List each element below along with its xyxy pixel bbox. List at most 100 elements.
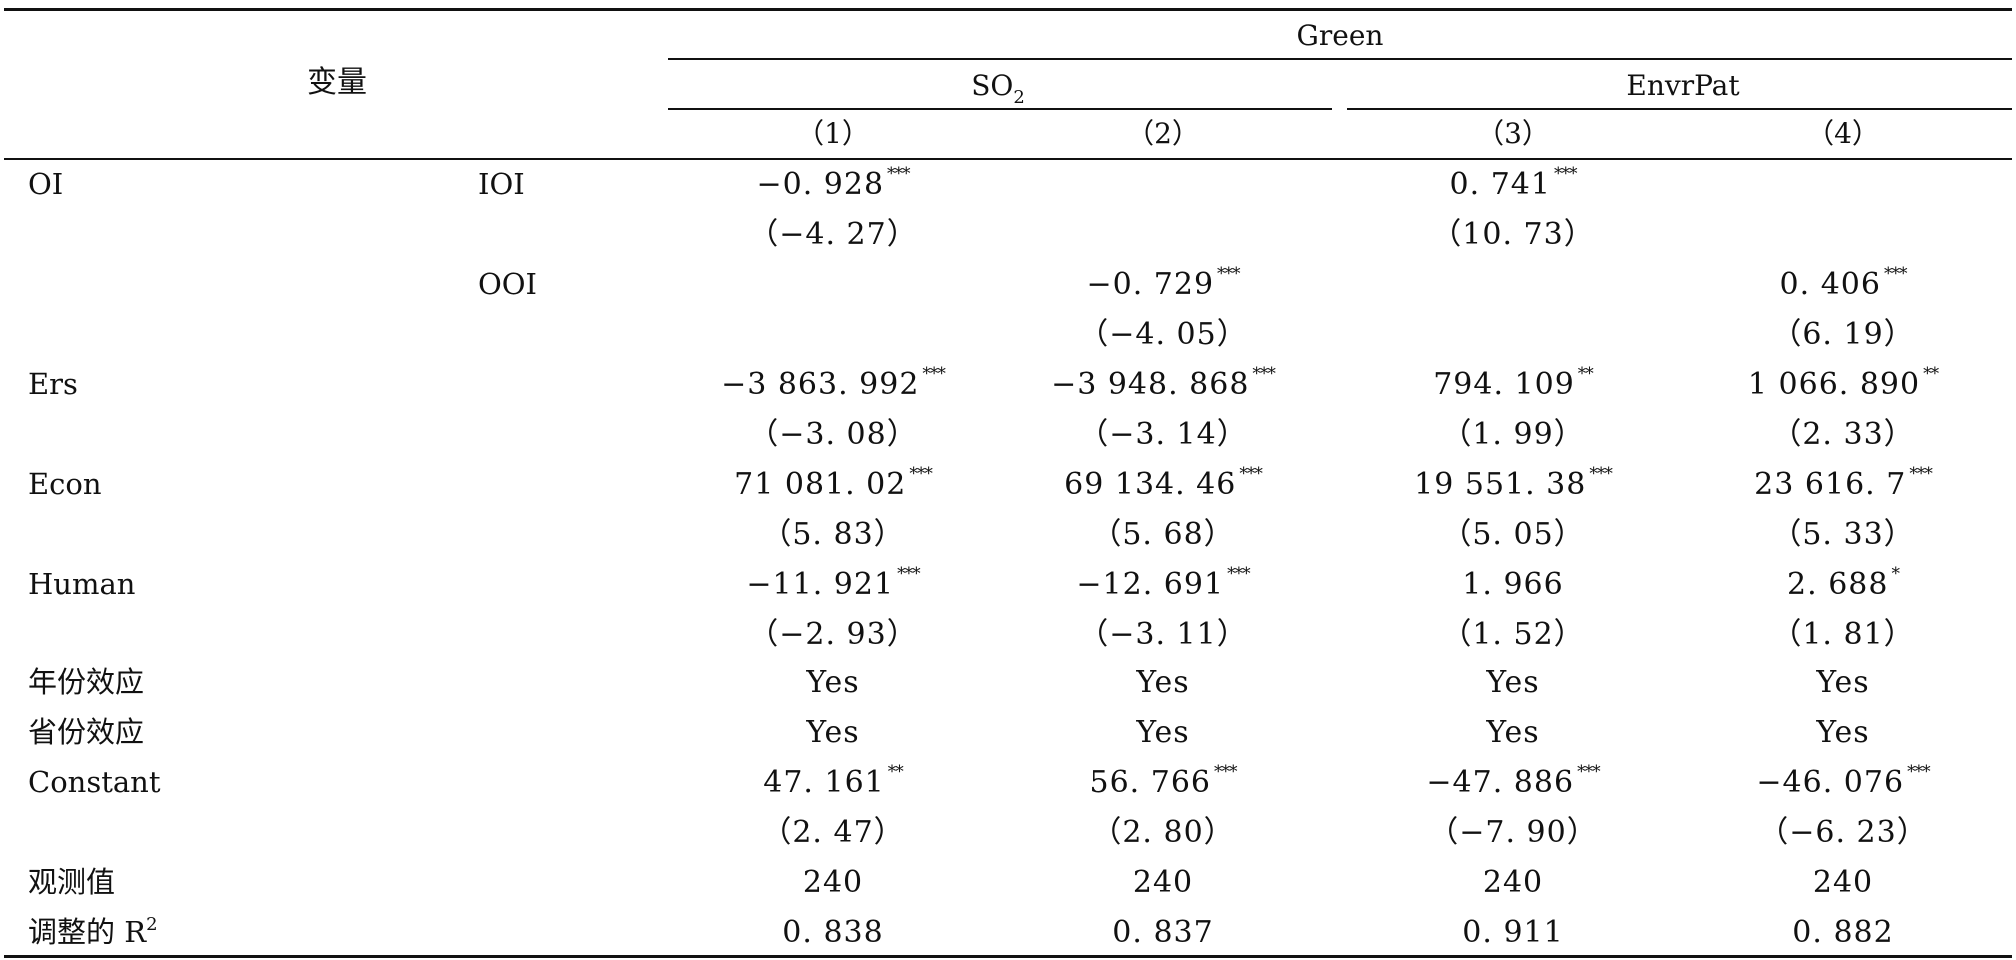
coefficient-value: 0. 911 bbox=[1462, 915, 1564, 950]
t-statistic-cell: （5. 83） bbox=[761, 517, 905, 552]
coefficient-cell: 47. 161 ** bbox=[763, 764, 904, 800]
coefficient-value: 0. 741 bbox=[1449, 167, 1551, 202]
coefficient-cell: 0. 911 bbox=[1462, 918, 1563, 948]
coefficient-cell: −3 948. 868 *** bbox=[1051, 366, 1276, 402]
row-sublabel: OOI bbox=[478, 267, 538, 301]
coefficient-cell: −0. 729 *** bbox=[1086, 266, 1240, 302]
coefficient-cell: 1 066. 890 ** bbox=[1748, 366, 1939, 400]
coefficient-value: 69 134. 46 bbox=[1064, 467, 1237, 502]
coefficient-value: −12. 691 bbox=[1076, 567, 1225, 602]
t-statistic-cell: （1. 81） bbox=[1771, 617, 1915, 652]
significance-stars: *** bbox=[922, 364, 945, 384]
t-statistic-cell: （10. 73） bbox=[1431, 217, 1595, 252]
coefficient-cell: −11. 921 *** bbox=[746, 566, 920, 600]
column-header-4: （4） bbox=[1806, 117, 1880, 150]
coefficient-cell: −47. 886 *** bbox=[1426, 764, 1600, 800]
significance-stars: *** bbox=[1909, 464, 1932, 484]
row-label: 省份效应 bbox=[28, 718, 144, 747]
coefficient-value: 19 551. 38 bbox=[1414, 467, 1587, 502]
coefficient-value: −0. 729 bbox=[1086, 267, 1215, 302]
column-header-3: （3） bbox=[1476, 117, 1550, 150]
column-header-2: （2） bbox=[1126, 117, 1200, 150]
coefficient-cell: 1. 966 bbox=[1462, 570, 1563, 600]
coefficient-value: 240 bbox=[802, 865, 864, 900]
row-label-text: 省份效应 bbox=[28, 715, 145, 749]
coefficient-value: Yes bbox=[806, 715, 860, 750]
top-rule bbox=[4, 8, 2012, 11]
coefficient-value: Yes bbox=[1136, 715, 1190, 750]
t-statistic-cell: （1. 52） bbox=[1441, 617, 1585, 652]
coefficient-cell: 0. 838 bbox=[782, 918, 883, 948]
coefficient-value: 2. 688 bbox=[1787, 567, 1889, 602]
t-statistic-cell: （6. 19） bbox=[1771, 317, 1915, 352]
coefficient-value: −3 948. 868 bbox=[1051, 367, 1250, 402]
t-statistic-cell: （−7. 90） bbox=[1428, 815, 1598, 850]
row-label-text: 调整的 R bbox=[28, 915, 147, 949]
coefficient-value: 23 616. 7 bbox=[1754, 467, 1907, 502]
coefficient-cell: 240 bbox=[1483, 868, 1543, 898]
coefficient-value: 240 bbox=[1132, 865, 1194, 900]
coefficient-cell: 0. 837 bbox=[1112, 918, 1213, 948]
coefficient-cell: Yes bbox=[1136, 668, 1189, 698]
significance-stars: *** bbox=[1883, 264, 1907, 284]
coefficient-value: 794. 109 bbox=[1433, 367, 1575, 402]
row-label: Ers bbox=[28, 370, 78, 399]
coefficient-cell: 0. 882 bbox=[1792, 918, 1893, 948]
t-statistic-cell: （−2. 93） bbox=[748, 617, 918, 652]
envrpat-underline bbox=[1347, 108, 2012, 110]
t-statistic-cell: （−3. 08） bbox=[748, 417, 918, 452]
coefficient-cell: 56. 766 *** bbox=[1089, 764, 1237, 798]
t-statistic-cell: （5. 05） bbox=[1441, 517, 1585, 552]
significance-stars: *** bbox=[1227, 564, 1250, 584]
coefficient-value: Yes bbox=[1486, 665, 1540, 700]
coefficient-value: Yes bbox=[1136, 665, 1190, 700]
t-statistic-cell: （2. 47） bbox=[761, 815, 905, 850]
subgroup-header-so2: SO2 bbox=[971, 69, 1025, 108]
row-label-text: 年份效应 bbox=[28, 665, 145, 699]
column-header-1: （1） bbox=[796, 117, 870, 150]
coefficient-value: −47. 886 bbox=[1426, 765, 1575, 800]
significance-stars: *** bbox=[1907, 762, 1930, 782]
row-label-text: OI bbox=[28, 167, 64, 201]
subgroup-header-envrpat: EnvrPat bbox=[1626, 69, 1740, 102]
row-label: 调整的 R2 bbox=[28, 915, 158, 949]
coefficient-cell: Yes bbox=[806, 718, 859, 748]
coefficient-cell: 240 bbox=[1813, 868, 1873, 898]
coefficient-cell: 2. 688 * bbox=[1787, 566, 1900, 602]
row-label-text: Human bbox=[28, 567, 136, 601]
green-underline bbox=[668, 58, 2012, 60]
significance-stars: *** bbox=[897, 564, 920, 584]
significance-stars: *** bbox=[1214, 762, 1237, 782]
t-statistic-cell: （5. 68） bbox=[1091, 517, 1235, 552]
row-label: Human bbox=[28, 570, 135, 599]
significance-stars: *** bbox=[1239, 464, 1262, 484]
coefficient-value: Yes bbox=[1816, 715, 1870, 750]
row-label-text: Constant bbox=[28, 765, 161, 799]
variable-header: 变量 bbox=[307, 65, 367, 100]
coefficient-value: −0. 928 bbox=[756, 167, 885, 202]
coefficient-cell: 0. 406 *** bbox=[1779, 266, 1908, 302]
coefficient-value: 71 081. 02 bbox=[734, 467, 907, 502]
group-header-green: Green bbox=[1296, 19, 1384, 52]
coefficient-cell: −12. 691 *** bbox=[1076, 566, 1250, 602]
coefficient-cell: Yes bbox=[1486, 668, 1539, 698]
coefficient-cell: Yes bbox=[1816, 668, 1869, 698]
coefficient-cell: 0. 741 *** bbox=[1449, 166, 1578, 202]
coefficient-value: 240 bbox=[1482, 865, 1544, 900]
coefficient-cell: Yes bbox=[1486, 718, 1539, 748]
coefficient-value: 0. 406 bbox=[1779, 267, 1881, 302]
coefficient-value: −46. 076 bbox=[1756, 765, 1905, 800]
coefficient-cell: 71 081. 02 *** bbox=[734, 466, 933, 502]
coefficient-cell: 23 616. 7 *** bbox=[1754, 466, 1933, 502]
significance-stars: *** bbox=[909, 464, 932, 484]
coefficient-value: 47. 161 bbox=[763, 765, 885, 800]
row-label-text: Ers bbox=[28, 367, 78, 401]
t-statistic-cell: （−4. 05） bbox=[1078, 317, 1248, 352]
coefficient-value: Yes bbox=[1816, 665, 1870, 700]
coefficient-cell: 69 134. 46 *** bbox=[1064, 466, 1263, 502]
coefficient-cell: −0. 928 *** bbox=[756, 166, 910, 202]
row-sublabel: IOI bbox=[478, 167, 525, 201]
row-label: OI bbox=[28, 170, 63, 199]
significance-stars: *** bbox=[1589, 464, 1612, 484]
coefficient-cell: Yes bbox=[806, 668, 859, 698]
